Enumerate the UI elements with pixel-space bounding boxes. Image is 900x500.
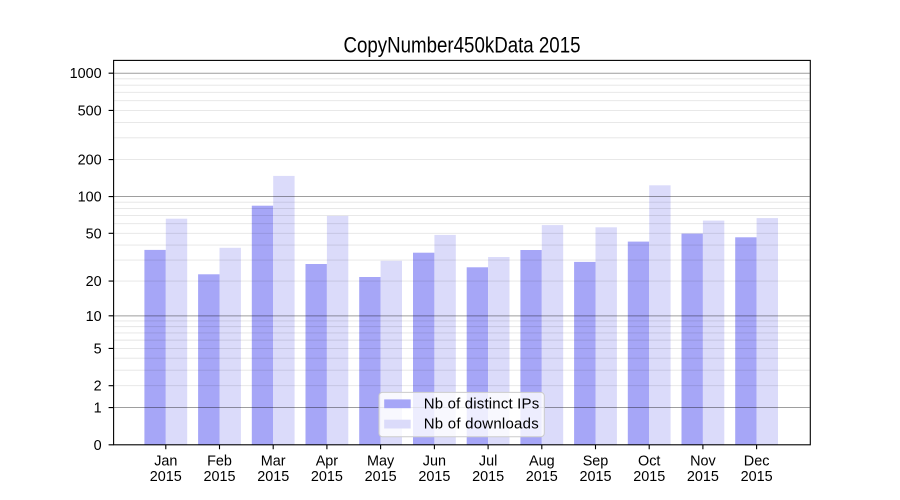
svg-text:Jan: Jan bbox=[154, 454, 177, 470]
svg-text:50: 50 bbox=[86, 226, 102, 242]
svg-text:500: 500 bbox=[78, 103, 102, 119]
svg-text:Jul: Jul bbox=[479, 454, 497, 470]
svg-text:Apr: Apr bbox=[316, 454, 339, 470]
svg-text:5: 5 bbox=[94, 341, 102, 357]
svg-text:2015: 2015 bbox=[150, 469, 182, 485]
svg-text:2015: 2015 bbox=[311, 469, 343, 485]
svg-text:2015: 2015 bbox=[365, 469, 397, 485]
svg-text:0: 0 bbox=[94, 438, 102, 454]
svg-text:200: 200 bbox=[78, 153, 102, 169]
svg-text:Nov: Nov bbox=[690, 454, 716, 470]
svg-text:Feb: Feb bbox=[207, 454, 232, 470]
svg-text:2015: 2015 bbox=[526, 469, 558, 485]
svg-text:2015: 2015 bbox=[687, 469, 719, 485]
svg-text:100: 100 bbox=[78, 190, 102, 206]
svg-text:Mar: Mar bbox=[261, 454, 286, 470]
svg-text:2015: 2015 bbox=[633, 469, 665, 485]
svg-text:2: 2 bbox=[94, 379, 102, 395]
svg-text:20: 20 bbox=[86, 274, 102, 290]
svg-text:Oct: Oct bbox=[638, 454, 660, 470]
svg-text:Dec: Dec bbox=[744, 454, 770, 470]
svg-text:2015: 2015 bbox=[203, 469, 235, 485]
svg-text:CopyNumber450kData 2015: CopyNumber450kData 2015 bbox=[344, 33, 581, 58]
svg-text:2015: 2015 bbox=[418, 469, 450, 485]
svg-text:1000: 1000 bbox=[70, 66, 102, 82]
svg-text:Nb of downloads: Nb of downloads bbox=[424, 415, 539, 432]
svg-text:Aug: Aug bbox=[529, 454, 555, 470]
svg-text:2015: 2015 bbox=[741, 469, 773, 485]
svg-text:Sep: Sep bbox=[583, 454, 609, 470]
svg-text:10: 10 bbox=[86, 309, 102, 325]
svg-text:2015: 2015 bbox=[472, 469, 504, 485]
svg-text:2015: 2015 bbox=[257, 469, 289, 485]
svg-text:Jun: Jun bbox=[423, 454, 446, 470]
svg-text:1: 1 bbox=[94, 401, 102, 417]
svg-text:May: May bbox=[367, 454, 395, 470]
svg-text:Nb of distinct IPs: Nb of distinct IPs bbox=[424, 395, 540, 412]
svg-text:2015: 2015 bbox=[579, 469, 611, 485]
